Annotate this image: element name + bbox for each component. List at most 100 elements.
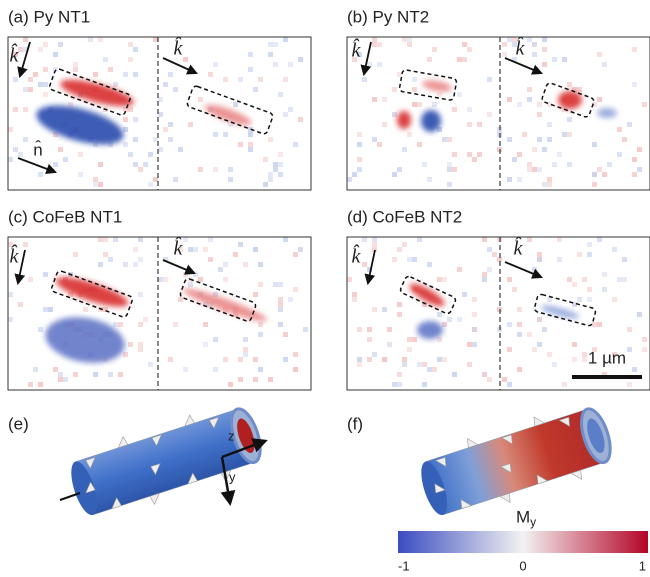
noise-pixel xyxy=(517,322,522,327)
noise-pixel xyxy=(98,237,103,242)
noise-pixel xyxy=(288,107,293,112)
noise-pixel xyxy=(38,382,43,387)
noise-pixel xyxy=(547,137,552,142)
noise-pixel xyxy=(108,67,113,72)
noise-pixel xyxy=(462,292,467,297)
k-label: k̂ xyxy=(174,36,184,60)
noise-pixel xyxy=(253,247,258,252)
spin-cone xyxy=(111,497,122,510)
noise-pixel xyxy=(228,167,233,172)
noise-pixel xyxy=(467,152,472,157)
noise-pixel xyxy=(273,62,278,67)
noise-pixel xyxy=(347,177,352,182)
noise-pixel xyxy=(587,297,592,302)
noise-pixel xyxy=(8,292,13,297)
contrast-blob xyxy=(540,305,580,319)
k-arrow xyxy=(360,41,372,77)
noise-pixel xyxy=(298,247,303,252)
noise-pixel xyxy=(93,372,98,377)
noise-pixel xyxy=(153,37,158,42)
k-label: k̂ xyxy=(174,236,184,260)
n-arrow xyxy=(17,157,58,174)
noise-pixel xyxy=(407,257,412,262)
noise-pixel xyxy=(572,282,577,287)
noise-pixel xyxy=(392,257,397,262)
noise-pixel xyxy=(223,277,228,282)
noise-pixel xyxy=(163,127,168,132)
noise-pixel xyxy=(53,162,58,167)
noise-pixel xyxy=(303,327,308,332)
noise-pixel xyxy=(417,362,422,367)
noise-pixel xyxy=(273,282,278,287)
noise-pixel xyxy=(198,167,203,172)
noise-pixel xyxy=(432,367,437,372)
noise-pixel xyxy=(93,72,98,77)
noise-pixel xyxy=(487,267,492,272)
noise-pixel xyxy=(552,162,557,167)
noise-pixel xyxy=(477,152,482,157)
panel-label: (f) xyxy=(347,414,363,433)
noise-pixel xyxy=(382,122,387,127)
noise-pixel xyxy=(567,277,572,282)
noise-pixel xyxy=(183,272,188,277)
noise-pixel xyxy=(407,132,412,137)
noise-pixel xyxy=(193,247,198,252)
noise-pixel xyxy=(43,67,48,72)
noise-pixel xyxy=(83,307,88,312)
nanotube-outline xyxy=(533,293,597,327)
noise-pixel xyxy=(632,367,637,372)
contrast-blob xyxy=(55,277,129,307)
noise-pixel xyxy=(392,112,397,117)
k-label: k̂ xyxy=(10,244,20,268)
noise-pixel xyxy=(283,37,288,42)
noise-pixel xyxy=(288,62,293,67)
contrast-blob xyxy=(409,283,445,307)
panel-label: (b) Py NT2 xyxy=(347,7,429,26)
noise-pixel xyxy=(552,362,557,367)
colorbar xyxy=(398,531,648,553)
z-axis xyxy=(221,438,268,459)
noise-pixel xyxy=(367,62,372,67)
colorbar-label: My xyxy=(516,507,536,529)
noise-pixel xyxy=(627,327,632,332)
contrast-blob xyxy=(60,79,134,107)
noise-pixel xyxy=(512,157,517,162)
noise-pixel xyxy=(412,77,417,82)
noise-pixel xyxy=(128,152,133,157)
spin-cone xyxy=(533,416,546,427)
noise-pixel xyxy=(108,372,113,377)
image-frame xyxy=(346,36,650,191)
noise-pixel xyxy=(168,137,173,142)
noise-pixel xyxy=(562,132,567,137)
noise-pixel xyxy=(163,82,168,87)
noise-pixel xyxy=(532,42,537,47)
noise-pixel xyxy=(407,42,412,47)
noise-pixel xyxy=(183,237,188,242)
noise-pixel xyxy=(452,167,457,172)
noise-pixel xyxy=(138,257,143,262)
noise-pixel xyxy=(532,267,537,272)
noise-pixel xyxy=(23,137,28,142)
noise-pixel xyxy=(447,162,452,167)
noise-pixel xyxy=(223,132,228,137)
noise-pixel xyxy=(113,237,118,242)
noise-pixel xyxy=(118,322,123,327)
noise-pixel xyxy=(517,177,522,182)
contrast-blob xyxy=(558,91,582,109)
noise-pixel xyxy=(288,297,293,302)
noise-pixel xyxy=(143,162,148,167)
noise-pixel xyxy=(268,172,273,177)
noise-pixel xyxy=(123,107,128,112)
noise-pixel xyxy=(213,62,218,67)
noise-pixel xyxy=(367,337,372,342)
noise-pixel xyxy=(223,77,228,82)
noise-pixel xyxy=(437,312,442,317)
spin-cone xyxy=(501,434,513,445)
axis-tail xyxy=(59,492,81,501)
noise-pixel xyxy=(18,302,23,307)
noise-pixel xyxy=(138,237,143,242)
noise-pixel xyxy=(13,147,18,152)
noise-pixel xyxy=(158,112,163,117)
noise-pixel xyxy=(43,92,48,97)
noise-pixel xyxy=(487,377,492,382)
